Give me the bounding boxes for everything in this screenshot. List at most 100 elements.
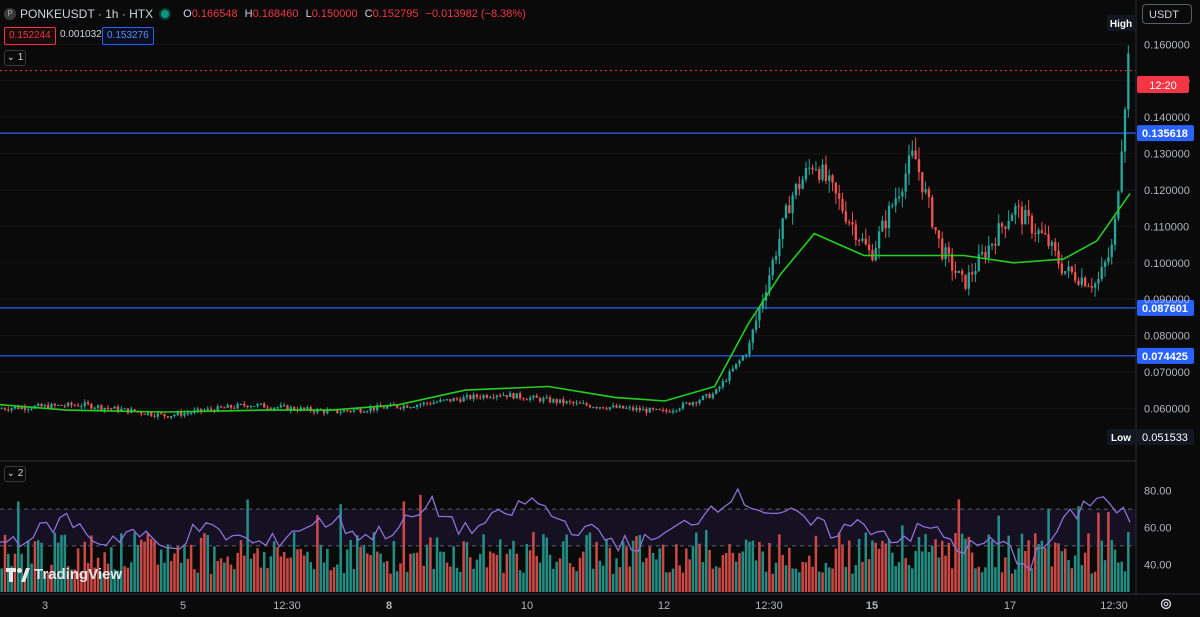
volume-bar — [163, 562, 166, 592]
volume-bar — [302, 555, 306, 592]
candle — [734, 363, 738, 370]
volume-bar — [824, 562, 828, 592]
volume-bar — [977, 566, 981, 592]
volume-bar — [1030, 568, 1034, 592]
candle — [824, 155, 828, 185]
high-label: High — [1107, 15, 1136, 31]
price-tick-label: 0.060000 — [1144, 403, 1190, 415]
volume-bar — [761, 551, 765, 592]
volume-bar — [648, 546, 652, 592]
volume-bar — [46, 572, 50, 592]
pane-2-collapse-button[interactable]: ⌄ 2 — [4, 466, 26, 482]
horizontal-lines[interactable]: 0.135618 0.087601 0.074425 — [0, 125, 1194, 364]
candle — [1024, 204, 1027, 225]
volume-bar — [1080, 565, 1084, 592]
volume-bar — [193, 569, 196, 592]
volume-bar — [372, 532, 376, 592]
volume-bar — [864, 532, 868, 592]
volume-bar — [748, 541, 751, 592]
time-tick-label: 12 — [658, 600, 670, 612]
volume-bar — [262, 552, 266, 592]
market-open-icon — [161, 10, 170, 18]
candle — [725, 378, 728, 383]
candle — [608, 406, 612, 412]
volume-bar — [63, 534, 67, 592]
svg-text:12:20: 12:20 — [1149, 80, 1177, 92]
volume-bar — [881, 540, 884, 592]
price-tick-label: 0.100000 — [1144, 258, 1190, 270]
volume-bar — [1010, 573, 1014, 592]
candle — [791, 191, 794, 225]
candle — [675, 409, 678, 413]
volume-bar — [219, 558, 223, 592]
volume-bar — [1000, 572, 1004, 592]
volume-bar — [512, 540, 515, 592]
candle — [711, 391, 715, 400]
symbol-legend[interactable]: P PONKEUSDT · 1h · HTX O0.166548 H0.1684… — [4, 6, 526, 22]
candle — [774, 251, 778, 265]
candle — [638, 405, 641, 413]
candle — [1017, 199, 1020, 218]
volume-bar — [113, 569, 116, 592]
candle — [106, 405, 110, 411]
volume-bar — [326, 548, 329, 592]
volume-bar — [808, 555, 811, 592]
candle — [911, 140, 914, 159]
volume-bar — [638, 535, 642, 592]
volume-bar — [349, 539, 352, 592]
candle — [60, 404, 63, 407]
candle — [1000, 221, 1004, 234]
candle — [568, 399, 572, 405]
time-tick-label: 8 — [386, 600, 392, 612]
buy-price-button[interactable]: 0.153276 — [102, 27, 154, 45]
volume-bar — [156, 564, 160, 592]
pane-1-collapse-button[interactable]: ⌄ 1 — [4, 50, 26, 66]
volume-bar — [625, 546, 628, 592]
volume-bar — [940, 540, 944, 592]
rsi-line — [0, 487, 1131, 572]
volume-bar — [465, 542, 469, 592]
volume-bar — [422, 565, 426, 592]
candle — [372, 407, 376, 413]
rsi-scale[interactable]: 80.00 60.00 40.00 — [1144, 486, 1172, 572]
candlestick-series — [0, 45, 1130, 420]
candle — [921, 172, 924, 200]
volume-bar — [1057, 543, 1060, 592]
candle — [518, 391, 522, 401]
svg-text:0.051533: 0.051533 — [1142, 432, 1188, 444]
volume-bar — [917, 537, 921, 592]
candle — [781, 217, 784, 249]
svg-text:Low: Low — [1111, 433, 1131, 444]
candle — [811, 164, 814, 175]
sell-price-button[interactable]: 0.152244 — [4, 27, 56, 45]
currency-selector[interactable]: USDT — [1142, 4, 1192, 24]
time-tick-label: 12:30 — [1100, 600, 1128, 612]
time-axis[interactable]: 3 5 12:30 8 10 12 12:30 15 17 12:30 — [42, 600, 1128, 612]
candle — [612, 402, 615, 409]
volume-bar — [548, 554, 552, 592]
settings-gear-icon[interactable] — [1159, 597, 1173, 611]
volume-bar — [1077, 506, 1080, 592]
symbol-title[interactable]: PONKEUSDT · 1h · HTX — [20, 7, 154, 21]
candle — [994, 237, 997, 255]
tradingview-watermark[interactable]: TradingView — [6, 566, 122, 583]
volume-bar — [392, 540, 396, 592]
candle — [472, 392, 475, 402]
candle — [754, 313, 758, 334]
volume-bar — [143, 541, 146, 592]
volume-bar — [249, 558, 253, 592]
candle — [96, 404, 100, 411]
candle — [808, 158, 811, 175]
volume-bar — [173, 553, 176, 592]
volume-bar — [744, 539, 748, 592]
volume-bar — [149, 538, 153, 592]
candle — [1067, 260, 1070, 279]
volume-bar — [83, 541, 87, 592]
candle — [960, 268, 964, 282]
candle — [226, 403, 229, 408]
candle — [542, 396, 545, 404]
volume-bar — [668, 572, 671, 592]
volume-bar — [771, 573, 774, 592]
volume-bar — [764, 571, 768, 592]
